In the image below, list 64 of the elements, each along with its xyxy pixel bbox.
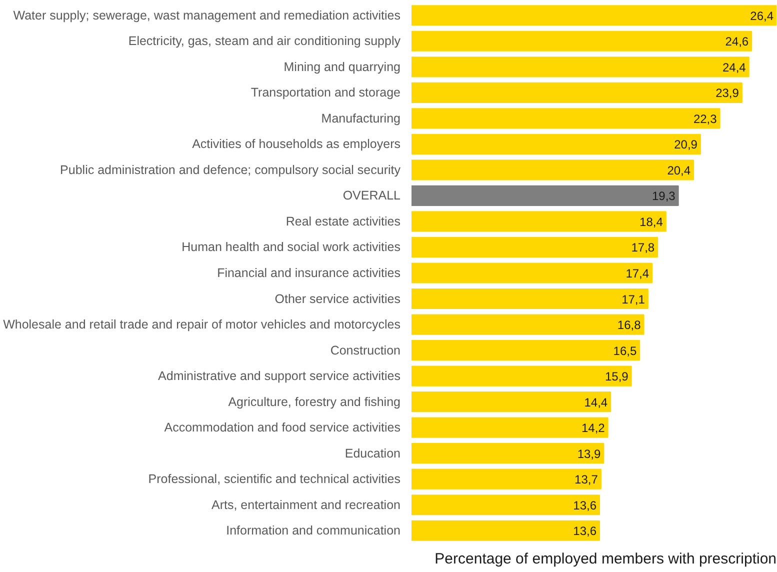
data-label: 15,9 (604, 370, 629, 384)
data-label: 13,7 (574, 472, 598, 487)
y-tick-label: Human health and social work activities (182, 240, 401, 254)
bar (412, 366, 632, 386)
bar (412, 288, 648, 310)
y-tick-label: Electricity, gas, steam and air conditioning supply (128, 34, 402, 48)
y-tick-label: Activities of households as employers (192, 137, 400, 152)
data-label: 19,3 (652, 189, 676, 204)
data-label: 17,1 (622, 292, 646, 306)
bar (412, 340, 640, 361)
data-label: 16,8 (617, 318, 642, 332)
y-tick-label: Administrative and support service activities (158, 369, 401, 384)
x-axis-title: Percentage of employed members with prescription (434, 550, 777, 568)
bar (412, 185, 679, 206)
y-tick-label: Mining and quarrying (284, 60, 401, 74)
data-label: 16,5 (613, 344, 637, 358)
data-label: 14,4 (584, 395, 608, 410)
data-label: 26,4 (750, 8, 774, 23)
data-label: 22,3 (693, 112, 718, 126)
bar (412, 262, 653, 284)
bar (412, 314, 644, 335)
data-label: 24,4 (722, 60, 746, 74)
y-tick-label: Manufacturing (321, 111, 401, 126)
y-tick-label: Agriculture, forestry and fishing (228, 394, 401, 409)
y-tick-label: Education (344, 446, 401, 460)
data-label: 13,6 (573, 498, 597, 512)
bar (412, 443, 604, 464)
data-label: 17,4 (626, 266, 650, 280)
y-tick-label: Real estate activities (286, 214, 401, 228)
data-label: 20,9 (674, 138, 698, 152)
data-label: 13,6 (573, 524, 597, 538)
data-label: 17,8 (631, 240, 655, 255)
bar (412, 134, 701, 154)
y-tick-label: Water supply; sewerage, wast management and remediation activities (13, 8, 401, 22)
y-tick-label: OVERALL (342, 188, 401, 203)
data-label: 23,9 (716, 86, 740, 100)
y-tick-label: Financial and insurance activities (217, 266, 401, 280)
bar (412, 494, 600, 516)
bar (412, 392, 612, 412)
data-label: 18,4 (640, 214, 664, 229)
data-label: 20,4 (667, 163, 691, 178)
y-tick-label: Arts, entertainment and recreation (212, 498, 401, 512)
y-tick-label: Information and communication (226, 524, 401, 538)
y-tick-label: Transportation and storage (250, 86, 401, 100)
bar (412, 520, 600, 541)
bar (412, 82, 742, 103)
y-tick-label: Construction (330, 343, 401, 358)
bar (412, 30, 752, 52)
y-tick-label: Public administration and defence; compulsory social security (60, 162, 402, 177)
y-tick-label: Accommodation and food service activities (164, 420, 401, 435)
bar (412, 417, 608, 438)
bar (412, 236, 658, 258)
y-tick-label: Professional, scientific and technical activities (148, 472, 401, 486)
data-label: 24,6 (725, 34, 749, 49)
bar (412, 160, 694, 180)
data-label: 14,2 (581, 421, 606, 436)
data-label: 13,9 (577, 446, 602, 461)
bar (412, 468, 602, 490)
y-tick-label: Other service activities (274, 292, 400, 306)
bar (412, 211, 666, 232)
bar (412, 5, 776, 26)
y-tick-label: Wholesale and retail trade and repair of motor vehicles and motorcycles (3, 318, 401, 332)
bar (412, 56, 750, 78)
bar (412, 108, 720, 129)
